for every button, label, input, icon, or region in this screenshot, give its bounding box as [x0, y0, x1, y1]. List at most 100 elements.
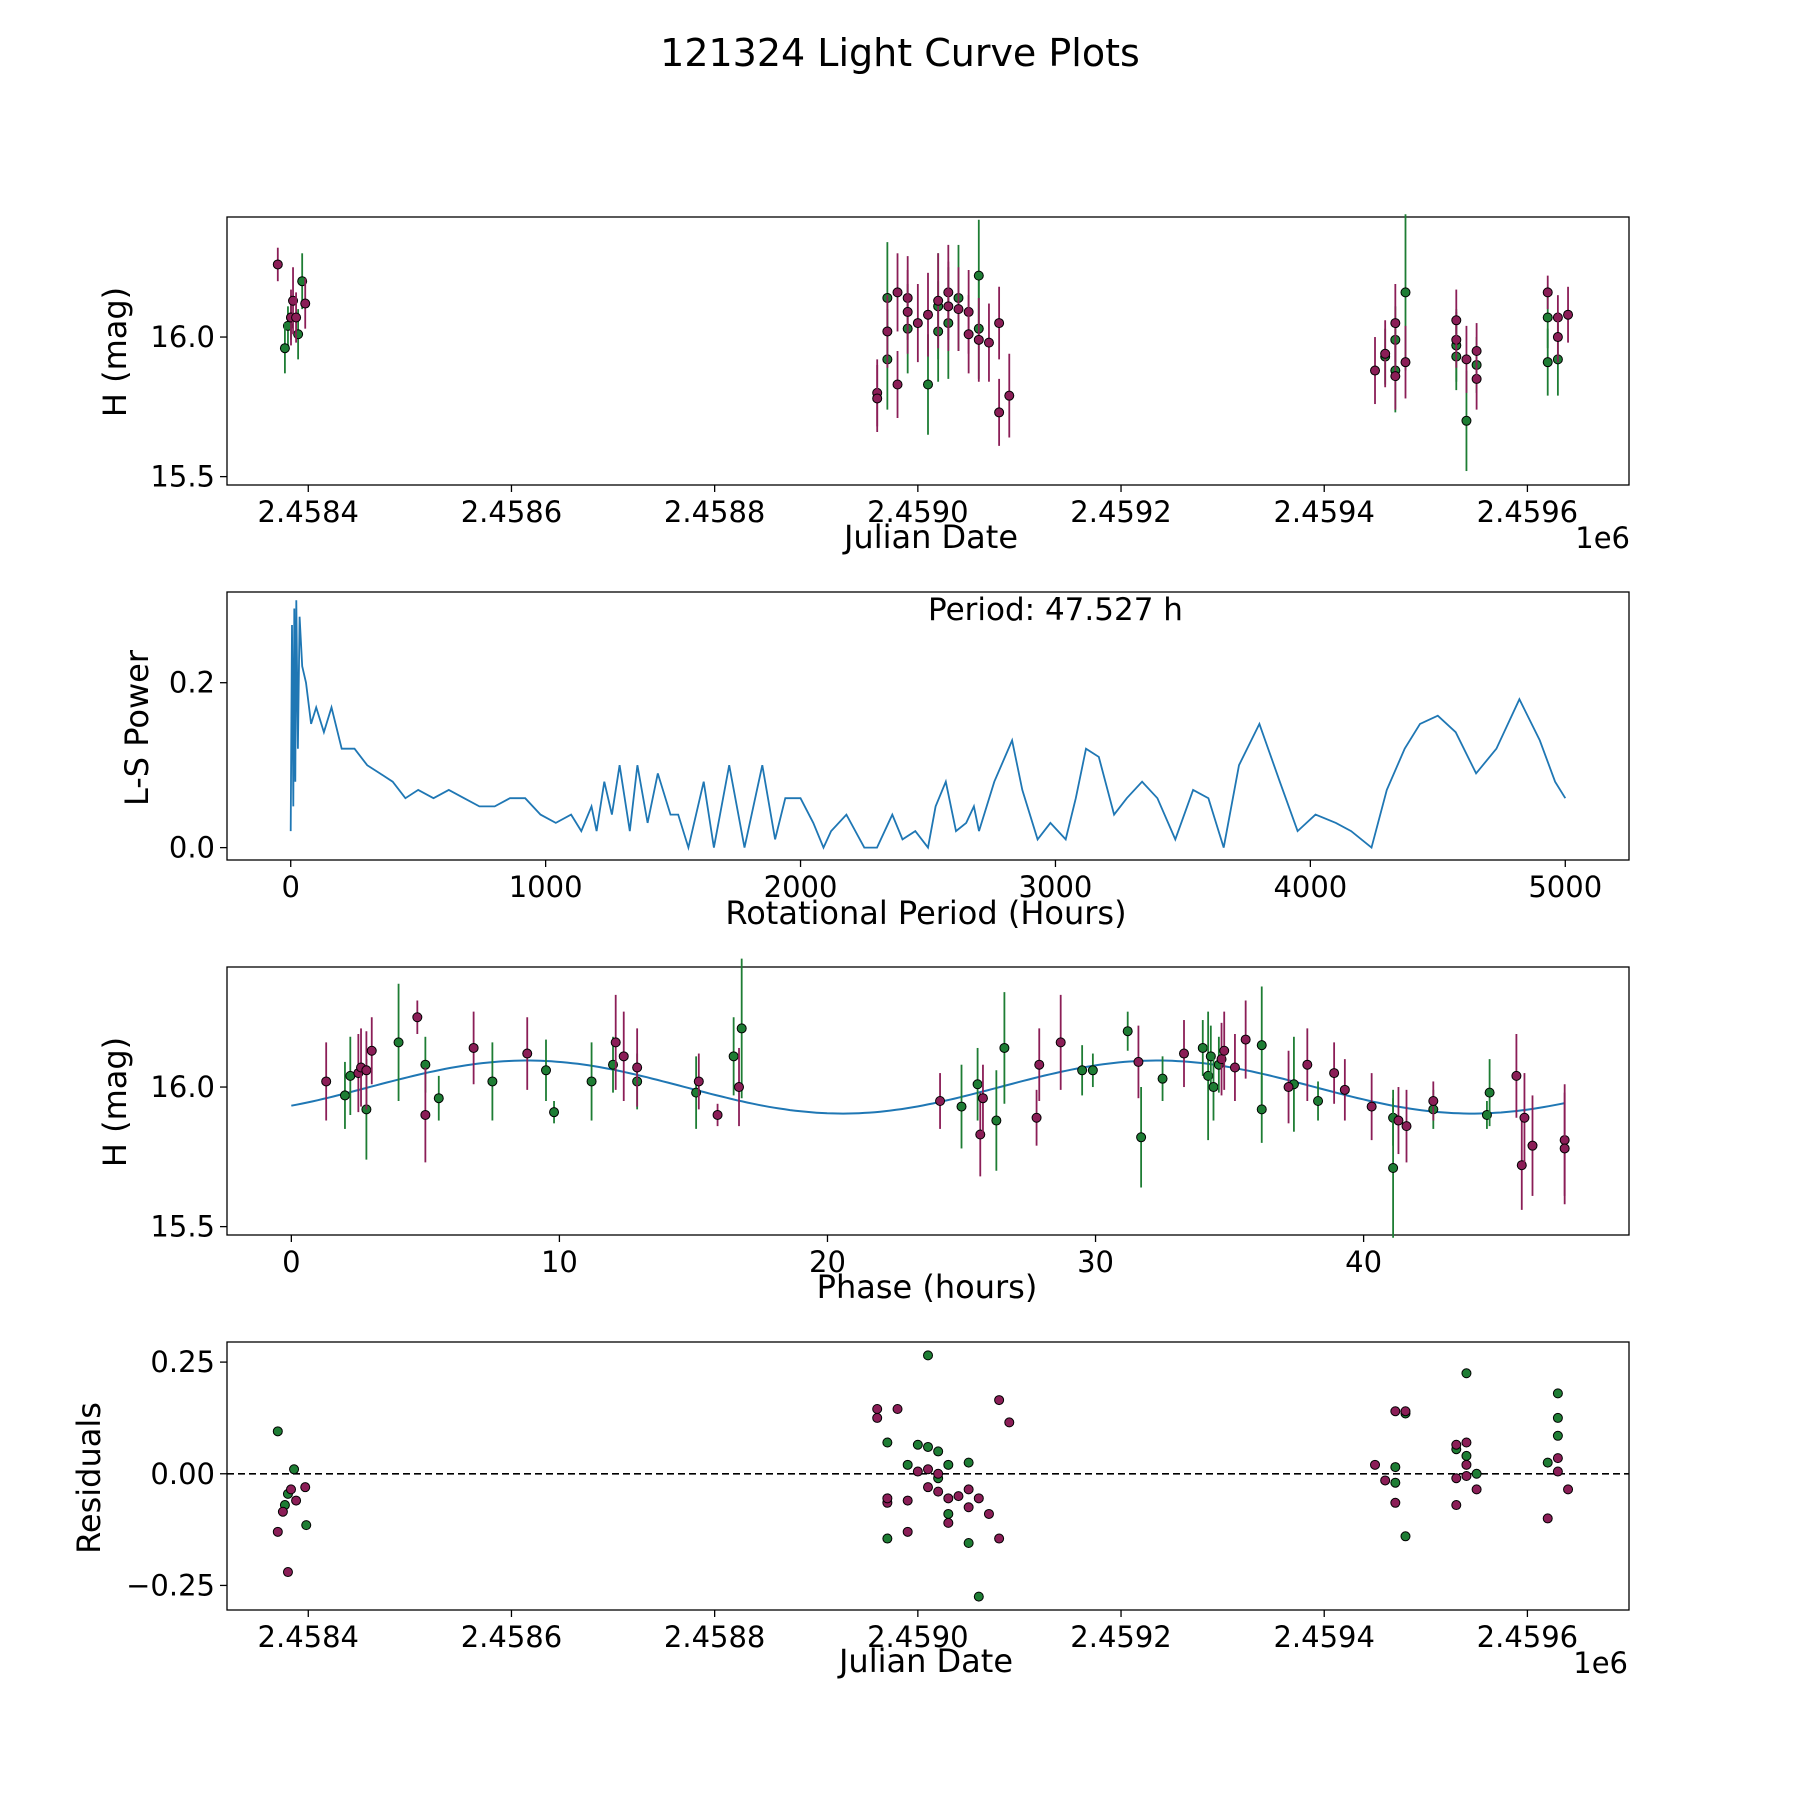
phase-point-green [956, 1101, 967, 1112]
resid-point-magenta [943, 1517, 954, 1528]
phase-point-magenta [361, 1065, 372, 1076]
phase-point-green [433, 1093, 444, 1104]
lc-point-magenta [953, 304, 964, 315]
lc-point-green [279, 343, 290, 354]
lc-point-green [293, 329, 304, 340]
phase-xtick-label: 0 [282, 1245, 300, 1279]
phase-point-magenta [1034, 1059, 1045, 1070]
resid-point-magenta [286, 1484, 297, 1495]
phase-point-green [972, 1079, 983, 1090]
lc-x-offset: 1e6 [1575, 521, 1630, 555]
phase-point-green [1388, 1163, 1399, 1173]
resid-point-magenta [872, 1412, 883, 1423]
phase-point-magenta [1179, 1048, 1190, 1059]
phase-point-green [393, 1037, 404, 1048]
lc-point-magenta [1390, 371, 1401, 382]
resid-point-magenta [994, 1395, 1005, 1406]
phase-point-green [991, 1115, 1002, 1126]
resid-point-green [301, 1520, 312, 1531]
phase-point-magenta [1302, 1059, 1313, 1070]
resid-point-magenta [963, 1502, 974, 1513]
lc-point-magenta [1004, 390, 1015, 401]
lc-point-green [923, 379, 933, 390]
resid-point-magenta [1563, 1484, 1574, 1495]
resid-point-green [902, 1459, 913, 1470]
lc-point-magenta [1563, 309, 1574, 320]
resid-point-magenta [1552, 1453, 1563, 1464]
lc-point-magenta [1451, 315, 1462, 326]
lc-point-green [1542, 312, 1553, 323]
resid-point-magenta [1461, 1437, 1472, 1448]
phase-point-green [1484, 1087, 1495, 1098]
phase-point-magenta [522, 1048, 533, 1059]
resid-point-magenta [933, 1468, 944, 1479]
resid-point-magenta [1542, 1513, 1553, 1524]
phase-point-magenta [977, 1093, 988, 1104]
lc-point-magenta [1471, 346, 1482, 356]
resid-xtick-label: 2.4586 [461, 1620, 562, 1654]
resid-xtick-label: 2.4594 [1273, 1620, 1374, 1654]
phase-ylabel: H (mag) [96, 1037, 134, 1167]
resid-point-green [1552, 1388, 1563, 1399]
phase-point-green [1256, 1040, 1267, 1051]
lc-xlabel: Julian Date [842, 518, 1018, 556]
resid-point-magenta [902, 1526, 913, 1537]
resid-point-green [973, 1591, 984, 1602]
lc-point-magenta [272, 259, 283, 270]
resid-point-magenta [1400, 1406, 1411, 1417]
phase-ytick-label: 16.0 [150, 1070, 215, 1104]
resid-point-magenta [277, 1506, 288, 1517]
phase-point-green [1136, 1132, 1147, 1143]
figure-title: 121324 Light Curve Plots [660, 31, 1140, 75]
resid-point-green [882, 1533, 893, 1544]
resid-point-green [1552, 1412, 1563, 1423]
phase-point-magenta [1366, 1101, 1377, 1112]
phase-point-green [1122, 1026, 1133, 1037]
resid-point-magenta [1451, 1500, 1462, 1511]
phase-point-magenta [468, 1042, 479, 1053]
resid-xtick-label: 2.4584 [258, 1620, 359, 1654]
lc-xtick-label: 2.4596 [1477, 495, 1578, 529]
resid-point-magenta [983, 1508, 994, 1519]
resid-point-green [923, 1441, 933, 1452]
phase-point-green [1256, 1104, 1267, 1115]
phase-point-magenta [1329, 1068, 1340, 1079]
phase-point-green [541, 1065, 552, 1076]
phase-xtick-label: 20 [809, 1245, 846, 1279]
phase-point-magenta [1219, 1045, 1230, 1056]
phase-point-green [487, 1076, 498, 1087]
phase-fit-curve [291, 1059, 1565, 1115]
lc-ytick-label: 16.0 [150, 320, 215, 354]
phase-point-magenta [420, 1109, 431, 1120]
phase-point-magenta [412, 1012, 423, 1023]
phase-point-green [1313, 1096, 1324, 1106]
lc-point-magenta [994, 318, 1005, 329]
lc-point-magenta [902, 306, 913, 317]
resid-point-magenta [1451, 1439, 1462, 1450]
ls-xtick-label: 4000 [1273, 870, 1347, 904]
lc-point-magenta [1390, 318, 1401, 329]
resid-axes-frame [226, 1341, 1630, 1611]
phase-point-green [1208, 1082, 1219, 1093]
phase-xtick-label: 40 [1345, 1245, 1382, 1279]
lc-point-magenta [882, 326, 893, 337]
resid-point-magenta [282, 1567, 293, 1578]
resid-ylabel: Residuals [70, 1402, 108, 1554]
phase-point-magenta [1519, 1112, 1530, 1123]
lc-point-magenta [963, 329, 974, 340]
resid-point-green [923, 1350, 933, 1361]
resid-point-green [1390, 1462, 1401, 1473]
resid-ytick-label: 0.00 [150, 1457, 215, 1491]
resid-point-green [943, 1508, 954, 1519]
phase-point-green [1157, 1073, 1168, 1084]
resid-point-magenta [1004, 1417, 1015, 1428]
lc-point-magenta [1542, 287, 1553, 298]
resid-point-magenta [1380, 1475, 1391, 1486]
ls-xtick-label: 5000 [1528, 870, 1602, 904]
phase-ytick-label: 15.5 [150, 1210, 215, 1244]
phase-xtick-label: 10 [541, 1245, 578, 1279]
phase-xtick-label: 30 [1077, 1245, 1114, 1279]
lc-ytick-label: 15.5 [150, 460, 215, 494]
phase-point-green [1077, 1065, 1088, 1076]
